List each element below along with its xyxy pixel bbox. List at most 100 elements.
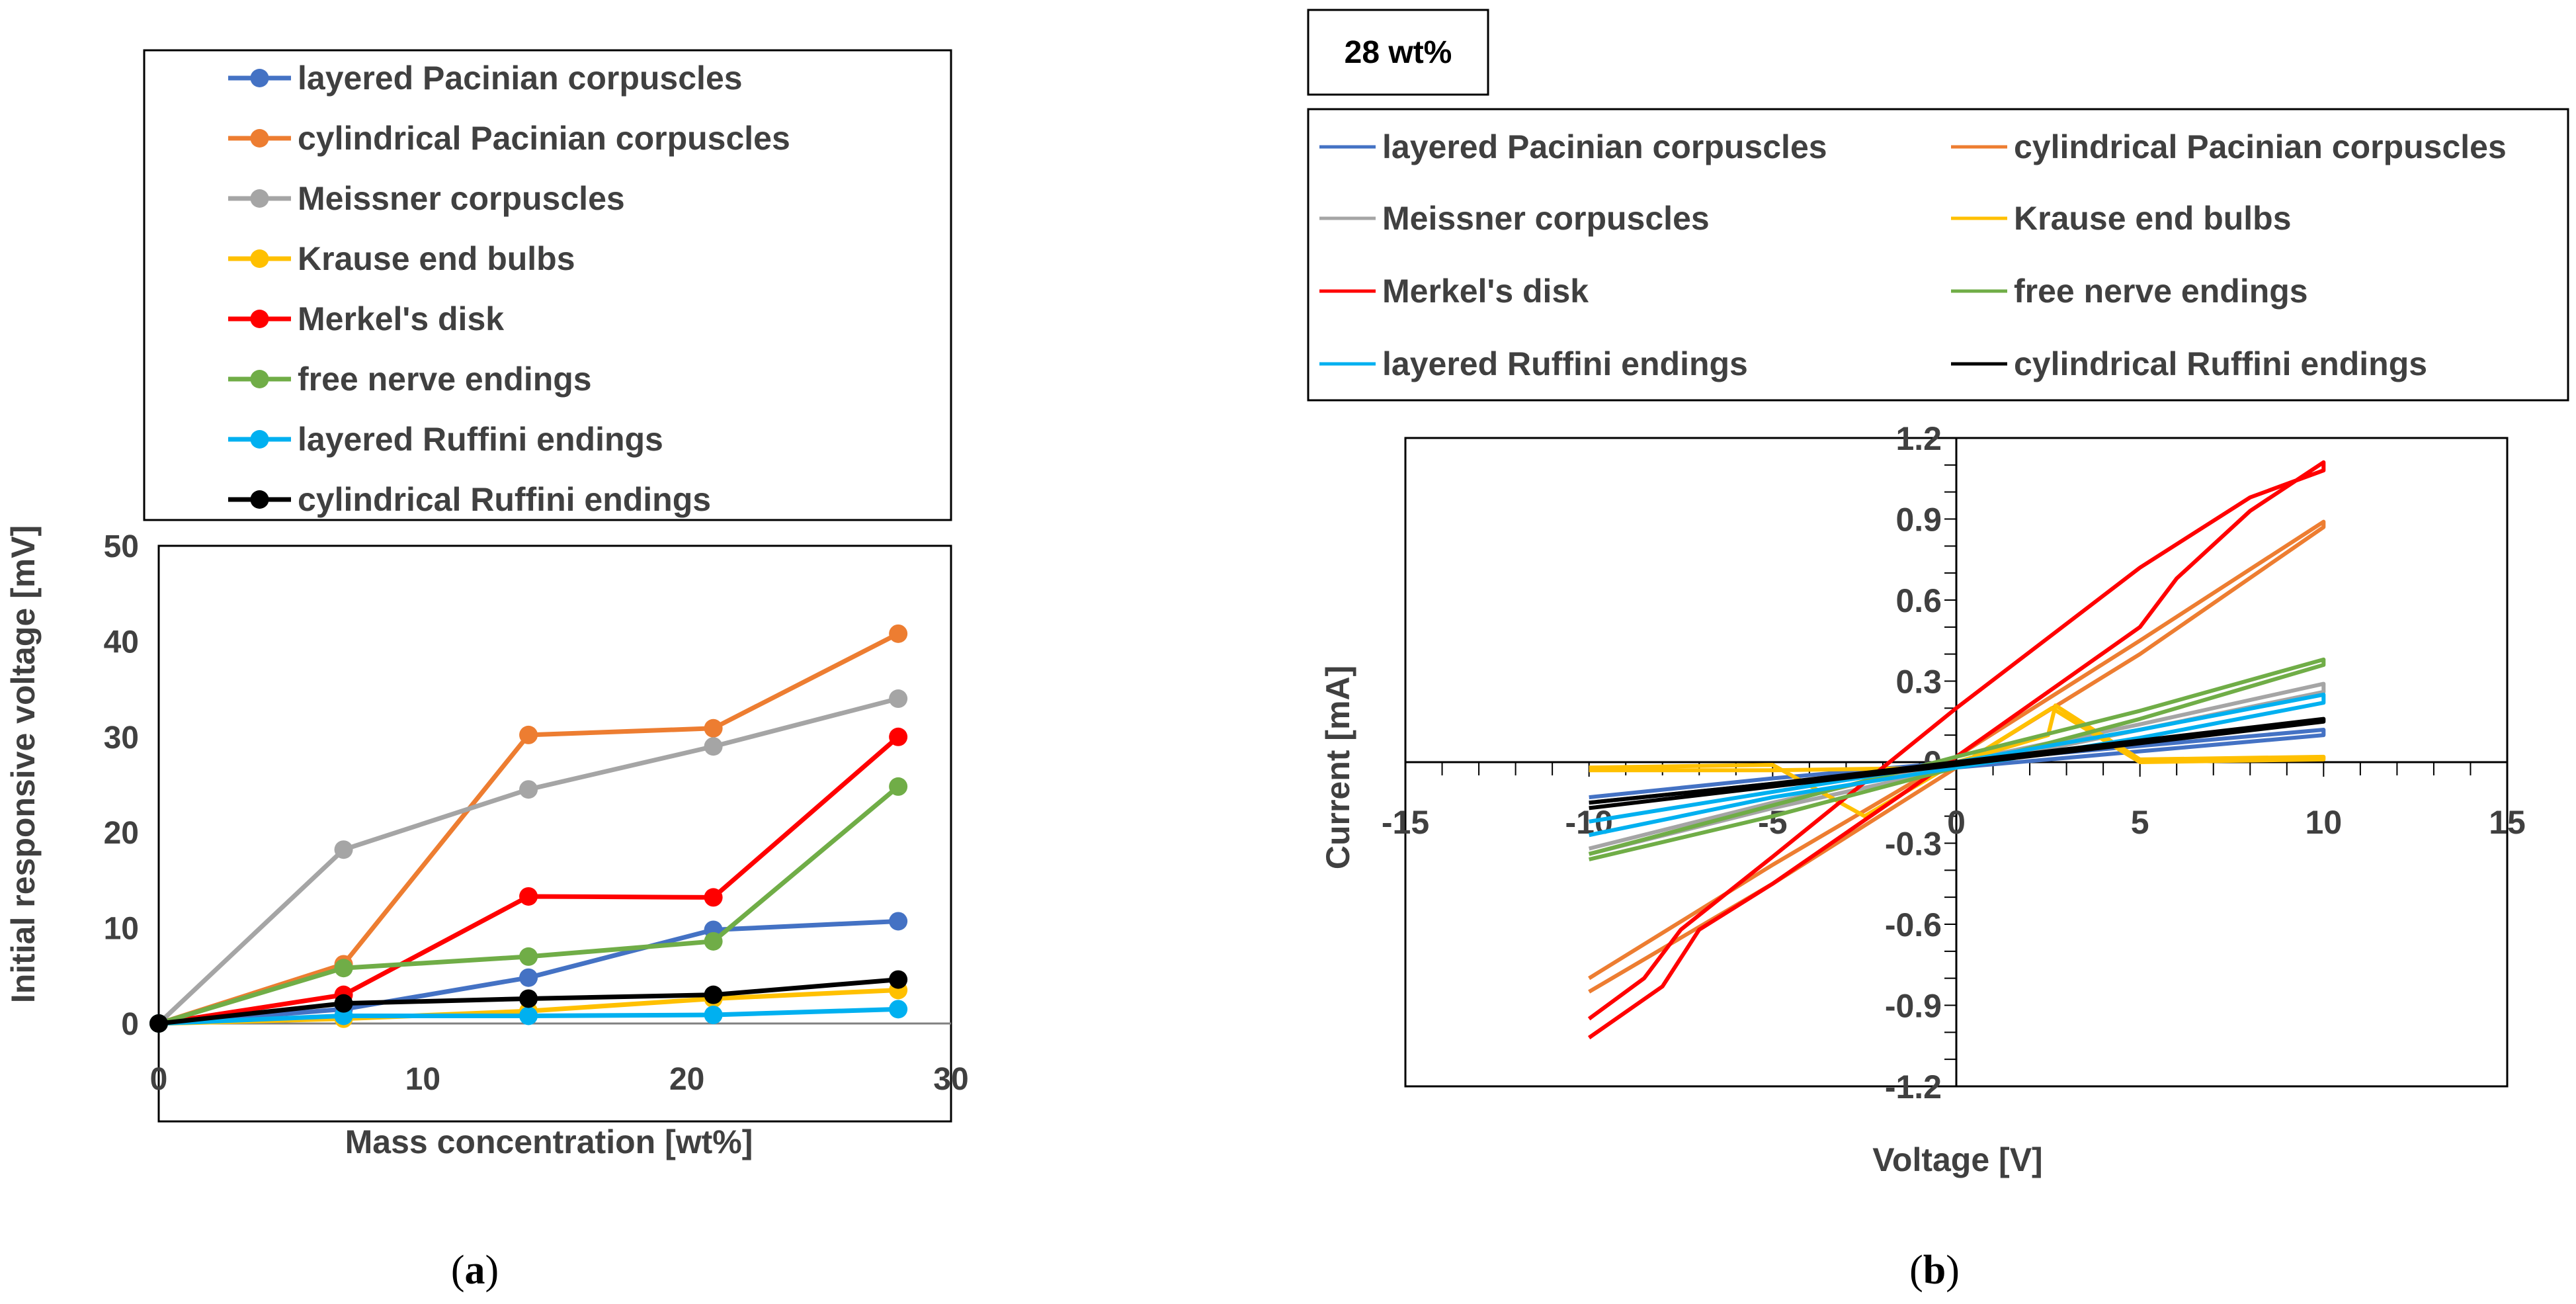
panel-a-x-tick-label: 30 [933,1062,968,1097]
panel-b-legend-label: layered Pacinian corpuscles [1382,128,1827,165]
panel-a-legend-marker [250,310,269,328]
panel-a-series [149,624,908,1033]
panel-b-legend-item-layered-ruffini-endings: layered Ruffini endings [1319,345,1748,382]
panel-b-x-tick-label: 0 [1947,804,1966,841]
panel-b-y-tick-label: -0.3 [1885,826,1942,863]
panel-a-point-free-nerve-endings [889,777,908,796]
panel-b-x-tick-label: -10 [1565,804,1613,841]
panel-b-x-tick-label: -15 [1382,804,1429,841]
panel-a-legend-item-layered-ruffini-endings: layered Ruffini endings [228,421,663,458]
panel-b-legend-item-cylindrical-ruffini-endings: cylindrical Ruffini endings [1951,345,2427,382]
panel-a-point-cylindrical-ruffini-endings [889,970,908,989]
panel-a: layered Pacinian corpuscles cylindrical P… [5,49,969,1293]
panel-a-legend-marker [250,189,269,208]
panel-a-point-cylindrical-ruffini-endings [149,1014,168,1033]
panel-a-series-cylindrical-ruffini-endings [149,970,908,1033]
panel-b-legend-box [1307,108,2569,402]
panel-b-y-tick-label: 0.3 [1895,664,1942,701]
panel-a-legend-item-merkel-s-disk: Merkel's disk [228,300,504,337]
panel-a-legend-item-cylindrical-pacinian-corpuscles: cylindrical Pacinian corpuscles [228,120,790,157]
panel-b-legend-label: free nerve endings [2014,273,2308,310]
panel-b-legend-item-layered-pacinian-corpuscles: layered Pacinian corpuscles [1319,128,1827,165]
panel-a-point-meissner-corpuscles [334,840,353,859]
panel-a-point-merkel-s-disk [519,887,538,906]
panel-a-y-axis-label: Initial responsive voltage [mV] [5,525,42,1003]
panel-b-y-tick-label: 0.9 [1895,501,1942,539]
panel-a-legend-label: layered Ruffini endings [298,421,663,458]
panel-a-legend-label: Merkel's disk [298,300,504,337]
panel-a-legend-label: cylindrical Pacinian corpuscles [298,120,790,157]
panel-a-point-meissner-corpuscles [519,780,538,799]
panel-b-series-cylindrical-ruffini-endings [1589,717,2326,810]
panel-b-y-tick-label: -0.9 [1885,988,1942,1025]
panel-b-legend-label: Krause end bulbs [2014,200,2292,237]
panel-a-y-tick-label: 20 [104,816,139,851]
panel-b-x-tick-label: 10 [2306,804,2343,841]
panel-a-y-tick-label: 50 [104,529,139,564]
panel-a-legend-label: free nerve endings [298,361,592,398]
panel-b-y-tick-label: 0.6 [1895,582,1942,619]
panel-b-x-tick-label: 5 [2131,804,2149,841]
panel-a-axes: 0 10 20 30 0 10 20 30 40 50 [104,529,969,1097]
panel-b-legend-item-meissner-corpuscles: Meissner corpuscles [1319,200,1710,237]
panel-a-legend-marker [250,129,269,148]
panel-b-legend-item-merkel-s-disk: Merkel's disk [1319,273,1589,310]
panel-a-point-cylindrical-ruffini-endings [519,989,538,1008]
panel-a-y-tick-label: 40 [104,625,139,660]
panel-b-series-merkel-s-disk [1587,460,2326,1039]
panel-a-y-tick-label: 30 [104,720,139,756]
panel-a-legend-label: layered Pacinian corpuscles [298,60,743,97]
panel-b-concentration-box [1307,9,1489,96]
panel-a-legend-item-free-nerve-endings: free nerve endings [228,361,592,398]
panel-a-point-layered-pacinian-corpuscles [889,912,908,931]
panel-a-caption-letter: a [465,1248,485,1293]
panel-b: 28 wt% layered Pacinian corpuscles cylind… [1307,9,2569,1293]
panel-a-legend-marker [250,69,269,87]
panel-a-point-layered-ruffini-endings [889,1000,908,1019]
panel-a-point-merkel-s-disk [889,727,908,746]
panel-b-legend-label: Merkel's disk [1382,273,1589,310]
panel-a-legend-marker [250,490,269,509]
panel-b-series [1587,460,2326,1039]
panel-b-legend-label: cylindrical Pacinian corpuscles [2014,128,2507,165]
panel-a-legend-label: Meissner corpuscles [298,180,625,217]
panel-b-y-tick-label: -1.2 [1885,1068,1942,1106]
panel-b-curve-cylindrical-pacinian-corpuscles [1588,519,2326,994]
panel-b-legend-label: layered Ruffini endings [1382,345,1748,382]
panel-a-legend-item-krause-end-bulbs: Krause end bulbs [228,240,575,277]
panel-a-plot-frame [157,544,952,1123]
panel-a-legend-marker [250,370,269,388]
panel-a-y-tick-label: 10 [104,912,139,947]
panel-a-point-free-nerve-endings [704,932,723,951]
panel-a-point-layered-ruffini-endings [519,1006,538,1025]
panel-b-legend: layered Pacinian corpuscles cylindrical P… [1319,128,2507,382]
panel-a-x-tick-label: 0 [150,1062,168,1097]
panel-b-legend-item-krause-end-bulbs: Krause end bulbs [1951,200,2292,237]
panel-a-point-meissner-corpuscles [704,737,723,756]
panel-a-point-layered-ruffini-endings [704,1006,723,1025]
panel-b-curve-merkel-s-disk [1587,460,2326,1039]
panel-a-point-cylindrical-pacinian-corpuscles [519,725,538,744]
panel-a-point-cylindrical-pacinian-corpuscles [704,718,723,738]
panel-a-point-cylindrical-ruffini-endings [334,994,353,1013]
panel-a-x-tick-label: 10 [405,1062,440,1097]
panel-a-point-merkel-s-disk [704,888,723,907]
panel-b-axes: -15 -10 -5 0 5 10 15-1.2-0.9-0.6-0.300.30.60.9… [1382,420,2526,1106]
panel-b-concentration-label: 28 wt% [1345,35,1452,70]
panel-b-legend-item-cylindrical-pacinian-corpuscles: cylindrical Pacinian corpuscles [1951,128,2507,165]
panel-b-x-axis-label: Voltage [V] [1872,1141,2042,1178]
panel-b-legend-label: Meissner corpuscles [1382,200,1710,237]
panel-b-legend-item-free-nerve-endings: free nerve endings [1951,273,2308,310]
panel-a-legend-label: Krause end bulbs [298,240,575,277]
panel-b-caption-letter: b [1923,1248,1946,1293]
panel-a-point-meissner-corpuscles [889,689,908,709]
panel-a-point-cylindrical-pacinian-corpuscles [889,624,908,643]
panel-a-legend-item-layered-pacinian-corpuscles: layered Pacinian corpuscles [228,60,743,97]
panel-a-legend-marker [250,430,269,449]
panel-a-point-cylindrical-ruffini-endings [704,985,723,1004]
panel-b-series-cylindrical-pacinian-corpuscles [1588,519,2326,994]
panel-a-point-layered-pacinian-corpuscles [519,968,538,987]
panel-a-x-axis-label: Mass concentration [wt%] [345,1123,753,1160]
panel-a-legend: layered Pacinian corpuscles cylindrical P… [228,60,790,518]
panel-a-legend-label: cylindrical Ruffini endings [298,481,711,518]
